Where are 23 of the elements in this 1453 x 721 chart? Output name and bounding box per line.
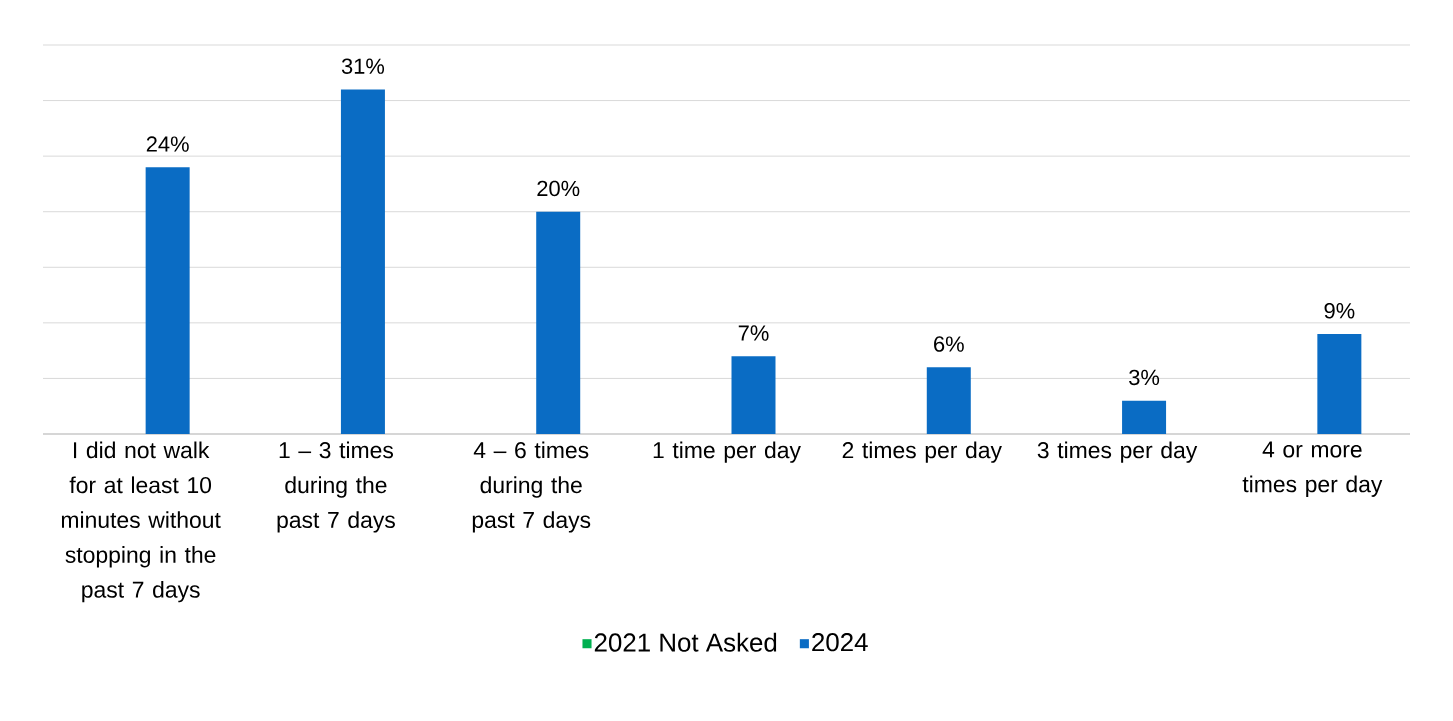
data-label: 7%	[738, 325, 769, 341]
bar	[1122, 400, 1167, 434]
bar	[926, 367, 971, 434]
bar	[340, 89, 385, 434]
data-label: 9%	[1324, 302, 1355, 319]
x-tick-label: 3 times per day	[1037, 441, 1198, 463]
x-tick-label: 1 – 3 times during the past 7 days	[277, 441, 395, 533]
data-label: 31%	[341, 58, 385, 74]
data-label: 20%	[537, 180, 580, 197]
legend-label: 2021 Not Asked	[594, 632, 777, 652]
bar	[731, 356, 776, 434]
legend-label: 2024	[812, 633, 868, 652]
data-label: 6%	[934, 336, 964, 352]
x-tick-label: 2 times per day	[842, 441, 1002, 463]
x-tick-label: 1 time per day	[653, 441, 801, 463]
data-label: 24%	[146, 136, 189, 152]
bar	[145, 167, 190, 434]
bar	[536, 211, 581, 434]
x-tick-label: 4 – 6 times during the past 7 days	[472, 441, 591, 533]
data-label: 3%	[1129, 369, 1160, 386]
x-tick-label: I did not walk for at least 10 minutes without stopping in the past 7 days	[61, 441, 221, 603]
x-tick-label: 4 or more times per day	[1242, 441, 1383, 497]
bar	[1317, 333, 1362, 434]
